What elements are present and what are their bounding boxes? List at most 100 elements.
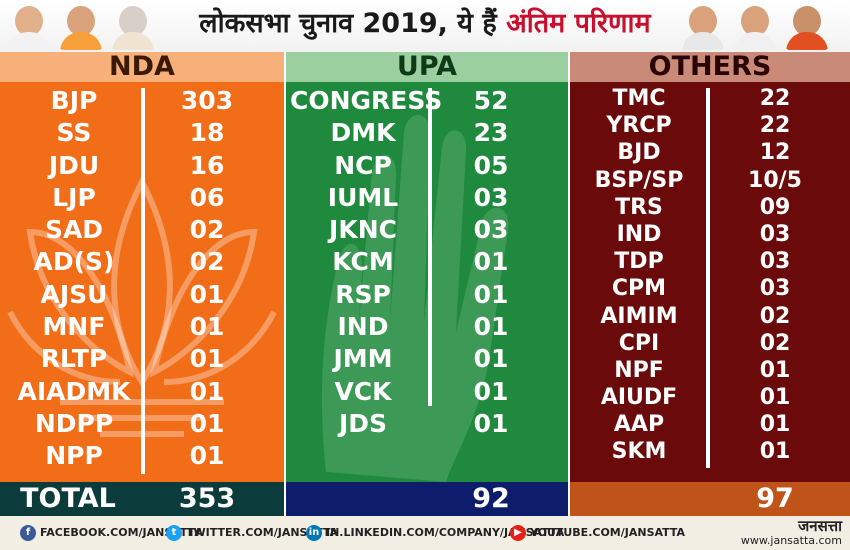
party-name: SAD xyxy=(44,215,104,245)
nda-row: NDPP 01 xyxy=(0,408,284,440)
seat-count: 03 xyxy=(473,182,509,212)
party-name: CONGRESS xyxy=(290,86,443,115)
seat-count: 01 xyxy=(189,279,225,309)
title-highlight: अंतिम परिणाम xyxy=(506,8,651,39)
seat-count: 01 xyxy=(759,385,791,411)
party-name: IND xyxy=(616,221,662,247)
upa-row: IND 01 xyxy=(286,311,568,343)
party-name: JDU xyxy=(48,150,100,180)
party-name: TRS xyxy=(615,194,663,220)
upa-total: 92 xyxy=(472,483,510,514)
seat-count: 01 xyxy=(759,357,791,383)
others-row: AAP 01 xyxy=(570,411,850,438)
seat-count: 06 xyxy=(189,182,225,212)
others-total-bar: 97 xyxy=(570,482,850,516)
seat-count: 01 xyxy=(473,279,509,309)
upa-row: RSP 01 xyxy=(286,279,568,311)
leader-photo-5 xyxy=(732,2,778,50)
party-name: TMC xyxy=(612,86,666,111)
party-name: NPP xyxy=(45,441,103,471)
others-total: 97 xyxy=(756,483,794,514)
nda-divider xyxy=(141,88,145,474)
upa-row: VCK 01 xyxy=(286,376,568,408)
seat-count: 05 xyxy=(473,150,509,180)
youtube-link[interactable]: ▶ YOUTUBE.COM/JANSATTA xyxy=(510,524,685,542)
party-name: TDP xyxy=(614,249,664,275)
nda-row: NPP 01 xyxy=(0,440,284,472)
party-name: JDS xyxy=(338,408,388,438)
nda-heading: NDA xyxy=(0,52,284,82)
leader-photo-3 xyxy=(110,2,156,50)
twitter-icon: t xyxy=(166,525,182,541)
party-name: AJSU xyxy=(40,279,108,309)
seat-count: 02 xyxy=(759,330,791,356)
party-name: SKM xyxy=(611,439,667,465)
seat-count: 10/5 xyxy=(748,167,802,193)
brand-logo: जनसत्ता xyxy=(798,517,842,535)
others-divider xyxy=(706,88,710,468)
seat-count: 03 xyxy=(759,249,791,275)
party-name: DMK xyxy=(330,118,396,148)
upa-heading: UPA xyxy=(286,52,568,82)
seat-count: 22 xyxy=(759,113,791,139)
seat-count: 02 xyxy=(759,303,791,329)
seat-count: 01 xyxy=(189,441,225,471)
seat-count: 01 xyxy=(473,247,509,277)
party-name: KCM xyxy=(332,247,394,277)
upa-row: JDS 01 xyxy=(286,408,568,440)
seat-count: 22 xyxy=(759,86,791,111)
party-name: BJP xyxy=(50,86,98,115)
seat-count: 01 xyxy=(189,344,225,374)
others-row: TMC 22 xyxy=(570,85,850,112)
twitter-link[interactable]: t TWITTER.COM/JANSATTA xyxy=(166,524,338,542)
others-row: YRCP 22 xyxy=(570,112,850,139)
seat-count: 01 xyxy=(759,439,791,465)
nda-row: BJP 303 xyxy=(0,85,284,117)
page-title: लोकसभा चुनाव 2019, ये हैं अंतिम परिणाम xyxy=(199,8,651,39)
seat-count: 52 xyxy=(473,86,509,115)
leader-photo-6 xyxy=(784,2,830,50)
nda-row: MNF 01 xyxy=(0,311,284,343)
nda-row: JDU 16 xyxy=(0,150,284,182)
others-row: SKM 01 xyxy=(570,438,850,465)
seat-count: 01 xyxy=(189,408,225,438)
party-name: CPM xyxy=(611,276,667,302)
nda-row: AIADMK 01 xyxy=(0,376,284,408)
seat-count: 01 xyxy=(189,312,225,342)
nda-row: RLTP 01 xyxy=(0,343,284,375)
party-name: SS xyxy=(56,118,92,148)
seat-count: 01 xyxy=(189,376,225,406)
party-name: BSP/SP xyxy=(594,167,684,193)
upa-row: CONGRESS 52 xyxy=(286,85,568,117)
nda-table: BJP 303 SS 18 JDU 16 LJP 06 SAD 02 AD(S) 02 AJSU 01 MN… xyxy=(0,85,284,473)
youtube-icon: ▶ xyxy=(510,525,526,541)
party-name: AIUDF xyxy=(600,385,678,411)
party-name: NCP xyxy=(334,150,392,180)
leader-photo-1 xyxy=(6,2,52,50)
party-name: MNF xyxy=(42,312,106,342)
seat-count: 03 xyxy=(473,215,509,245)
seat-count: 03 xyxy=(759,221,791,247)
seat-count: 02 xyxy=(189,215,225,245)
others-row: TDP 03 xyxy=(570,248,850,275)
party-name: BJD xyxy=(617,140,661,166)
party-name: YRCP xyxy=(606,113,672,139)
others-table: TMC 22 YRCP 22 BJD 12 BSP/SP 10/5 TRS 09 IND 03 TDP 0… xyxy=(570,85,850,466)
others-row: AIMIM 02 xyxy=(570,303,850,330)
party-name: NPF xyxy=(614,357,664,383)
party-name: JKNC xyxy=(329,215,397,245)
nda-row: AD(S) 02 xyxy=(0,246,284,278)
party-name: IND xyxy=(337,312,389,342)
party-name: RLTP xyxy=(40,344,108,374)
facebook-link[interactable]: f FACEBOOK.COM/JANSATTA xyxy=(20,524,203,542)
seat-count: 18 xyxy=(189,118,225,148)
nda-row: SS 18 xyxy=(0,117,284,149)
seat-count: 01 xyxy=(759,412,791,438)
seat-count: 12 xyxy=(759,140,791,166)
seat-count: 03 xyxy=(759,276,791,302)
leader-photo-2 xyxy=(58,2,104,50)
others-row: BSP/SP 10/5 xyxy=(570,167,850,194)
upa-panel: UPA CONGRESS 52 DMK 23 NCP 05 IUML 03 JKNC 03 KCM 0… xyxy=(286,52,568,482)
upa-row: DMK 23 xyxy=(286,117,568,149)
linkedin-link[interactable]: in IN.LINKEDIN.COM/COMPANY/JANSATTA xyxy=(306,524,564,542)
